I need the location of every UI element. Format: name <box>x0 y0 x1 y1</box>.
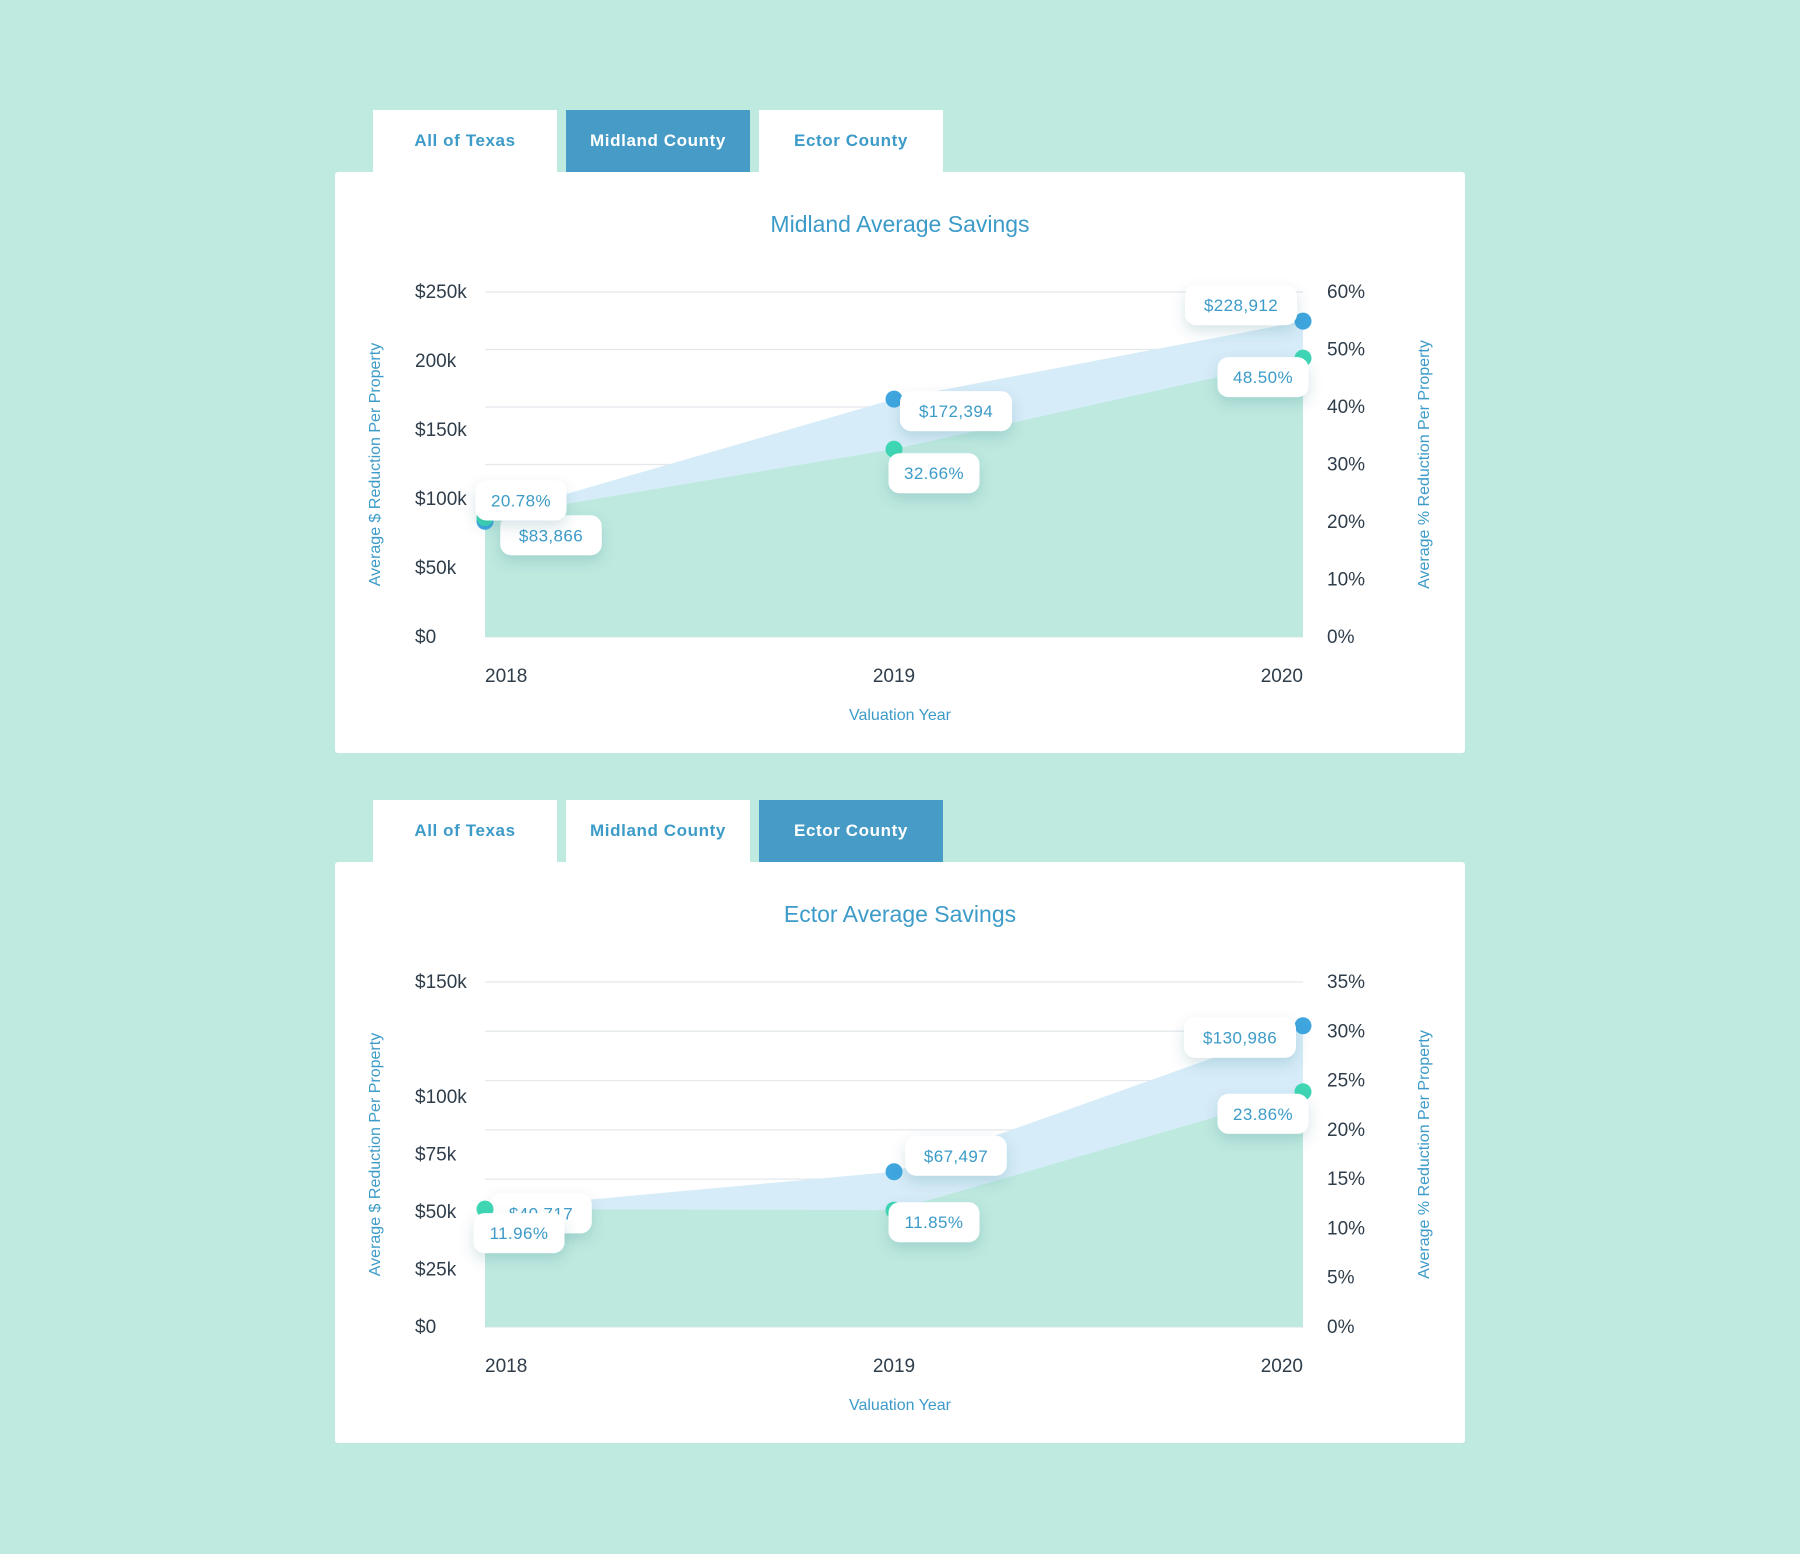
right-axis-tick-label: 40% <box>1327 397 1365 418</box>
dollar-data-label-box <box>500 515 602 556</box>
dollar-data-label: $67,497 <box>924 1147 988 1166</box>
percent-data-label: 11.96% <box>490 1224 549 1243</box>
x-axis-title: Valuation Year <box>848 707 951 724</box>
tab-midland-county[interactable]: Midland County <box>566 110 750 172</box>
x-axis-tick-label: 2018 <box>485 666 527 687</box>
left-axis-title: Average $ Reduction Per Property <box>367 1033 384 1276</box>
right-axis-title: Average % Reduction Per Property <box>1416 340 1433 589</box>
left-axis-tick-label: $25k <box>415 1260 457 1281</box>
chart-title: Midland Average Savings <box>770 211 1030 237</box>
percent-data-label: 20.78% <box>491 492 551 511</box>
dollar-data-label: $83,866 <box>519 526 583 545</box>
chart-card: Midland Average Savings $0 $50k $100k $150k… <box>335 172 1465 753</box>
right-axis-tick-label: 10% <box>1327 1218 1365 1239</box>
percent-data-label-box <box>888 1202 980 1243</box>
right-axis-tick-label: 0% <box>1327 1317 1355 1338</box>
right-axis-tick-label: 20% <box>1327 512 1365 533</box>
percent-series-area <box>485 1091 1303 1327</box>
county-tabs: All of Texas Midland County Ector County <box>373 110 943 172</box>
right-axis-tick-label: 30% <box>1327 455 1365 476</box>
savings-chart: $0 $25k $50k $75k $100k $150k 0% 5% 10% 15% 20% 25%… <box>367 972 1433 1377</box>
left-axis-tick-label: $50k <box>415 558 457 579</box>
tab-ector-county[interactable]: Ector County <box>759 800 943 862</box>
x-axis-tick-label: 2019 <box>873 1356 915 1377</box>
x-axis-tick-label: 2020 <box>1261 666 1303 687</box>
left-axis-tick-label: $150k <box>415 972 467 993</box>
percent-data-label-box <box>475 480 567 521</box>
right-axis-tick-label: 60% <box>1327 282 1365 303</box>
right-axis-tick-label: 15% <box>1327 1169 1365 1190</box>
chart-panel-midland: All of Texas Midland County Ector County… <box>335 110 1465 753</box>
dollar-data-label-box <box>905 1135 1007 1176</box>
dollar-data-point <box>1294 312 1312 330</box>
x-axis-title: Valuation Year <box>848 1397 951 1414</box>
left-axis-tick-label: $75k <box>415 1145 457 1166</box>
percent-data-label-box <box>888 453 980 494</box>
percent-data-label: 23.86% <box>1233 1105 1293 1124</box>
dollar-data-label-box <box>900 391 1012 432</box>
right-axis-tick-label: 10% <box>1327 570 1365 591</box>
right-axis-tick-label: 5% <box>1327 1268 1355 1289</box>
percent-data-label-box <box>1217 1093 1309 1134</box>
dollar-data-point <box>885 390 903 408</box>
left-axis-tick-label: 200k <box>415 351 457 372</box>
percent-data-label-box <box>473 1213 565 1254</box>
tab-all-of-texas[interactable]: All of Texas <box>373 800 557 862</box>
chart-panel-ector: All of Texas Midland County Ector County… <box>335 800 1465 1443</box>
dollar-data-label-box <box>1184 1017 1296 1058</box>
right-axis-tick-label: 35% <box>1327 972 1365 993</box>
right-axis-title: Average % Reduction Per Property <box>1416 1030 1433 1279</box>
dollar-data-point <box>1294 1017 1312 1035</box>
right-axis-tick-label: 25% <box>1327 1071 1365 1092</box>
dollar-data-point <box>885 1163 903 1181</box>
x-axis-tick-label: 2019 <box>873 666 915 687</box>
right-axis-tick-label: 20% <box>1327 1120 1365 1141</box>
tab-midland-county[interactable]: Midland County <box>566 800 750 862</box>
left-axis-tick-label: $0 <box>415 1317 436 1338</box>
percent-series-area <box>485 358 1303 637</box>
left-axis-title: Average $ Reduction Per Property <box>367 343 384 586</box>
tab-ector-county[interactable]: Ector County <box>759 110 943 172</box>
county-tabs: All of Texas Midland County Ector County <box>373 800 943 862</box>
chart-title: Ector Average Savings <box>783 901 1017 927</box>
right-axis-tick-label: 0% <box>1327 627 1355 648</box>
left-axis-tick-label: $150k <box>415 420 467 441</box>
dollar-data-label: $228,912 <box>1204 296 1278 315</box>
x-axis-tick-label: 2020 <box>1261 1356 1303 1377</box>
left-axis-tick-label: $100k <box>415 489 467 510</box>
percent-data-label: 11.85% <box>905 1213 964 1232</box>
tab-all-of-texas[interactable]: All of Texas <box>373 110 557 172</box>
dollar-data-label: $130,986 <box>1203 1029 1277 1048</box>
x-axis-tick-label: 2018 <box>485 1356 527 1377</box>
left-axis-tick-label: $250k <box>415 282 467 303</box>
left-axis-tick-label: $100k <box>415 1087 467 1108</box>
right-axis-tick-label: 30% <box>1327 1021 1365 1042</box>
dollar-data-label-box <box>1185 285 1297 326</box>
percent-data-label: 48.50% <box>1233 368 1293 387</box>
savings-chart: $0 $50k $100k $150k 200k $250k 0% 10% 20% 30% 40% 5… <box>367 282 1433 687</box>
left-axis-tick-label: $50k <box>415 1202 457 1223</box>
percent-data-label: 32.66% <box>904 464 964 483</box>
dollar-data-label: $172,394 <box>919 402 993 421</box>
percent-data-label-box <box>1217 357 1309 398</box>
left-axis-tick-label: $0 <box>415 627 436 648</box>
right-axis-tick-label: 50% <box>1327 340 1365 361</box>
chart-card: Ector Average Savings $0 $25k $50k $75k $100… <box>335 862 1465 1443</box>
